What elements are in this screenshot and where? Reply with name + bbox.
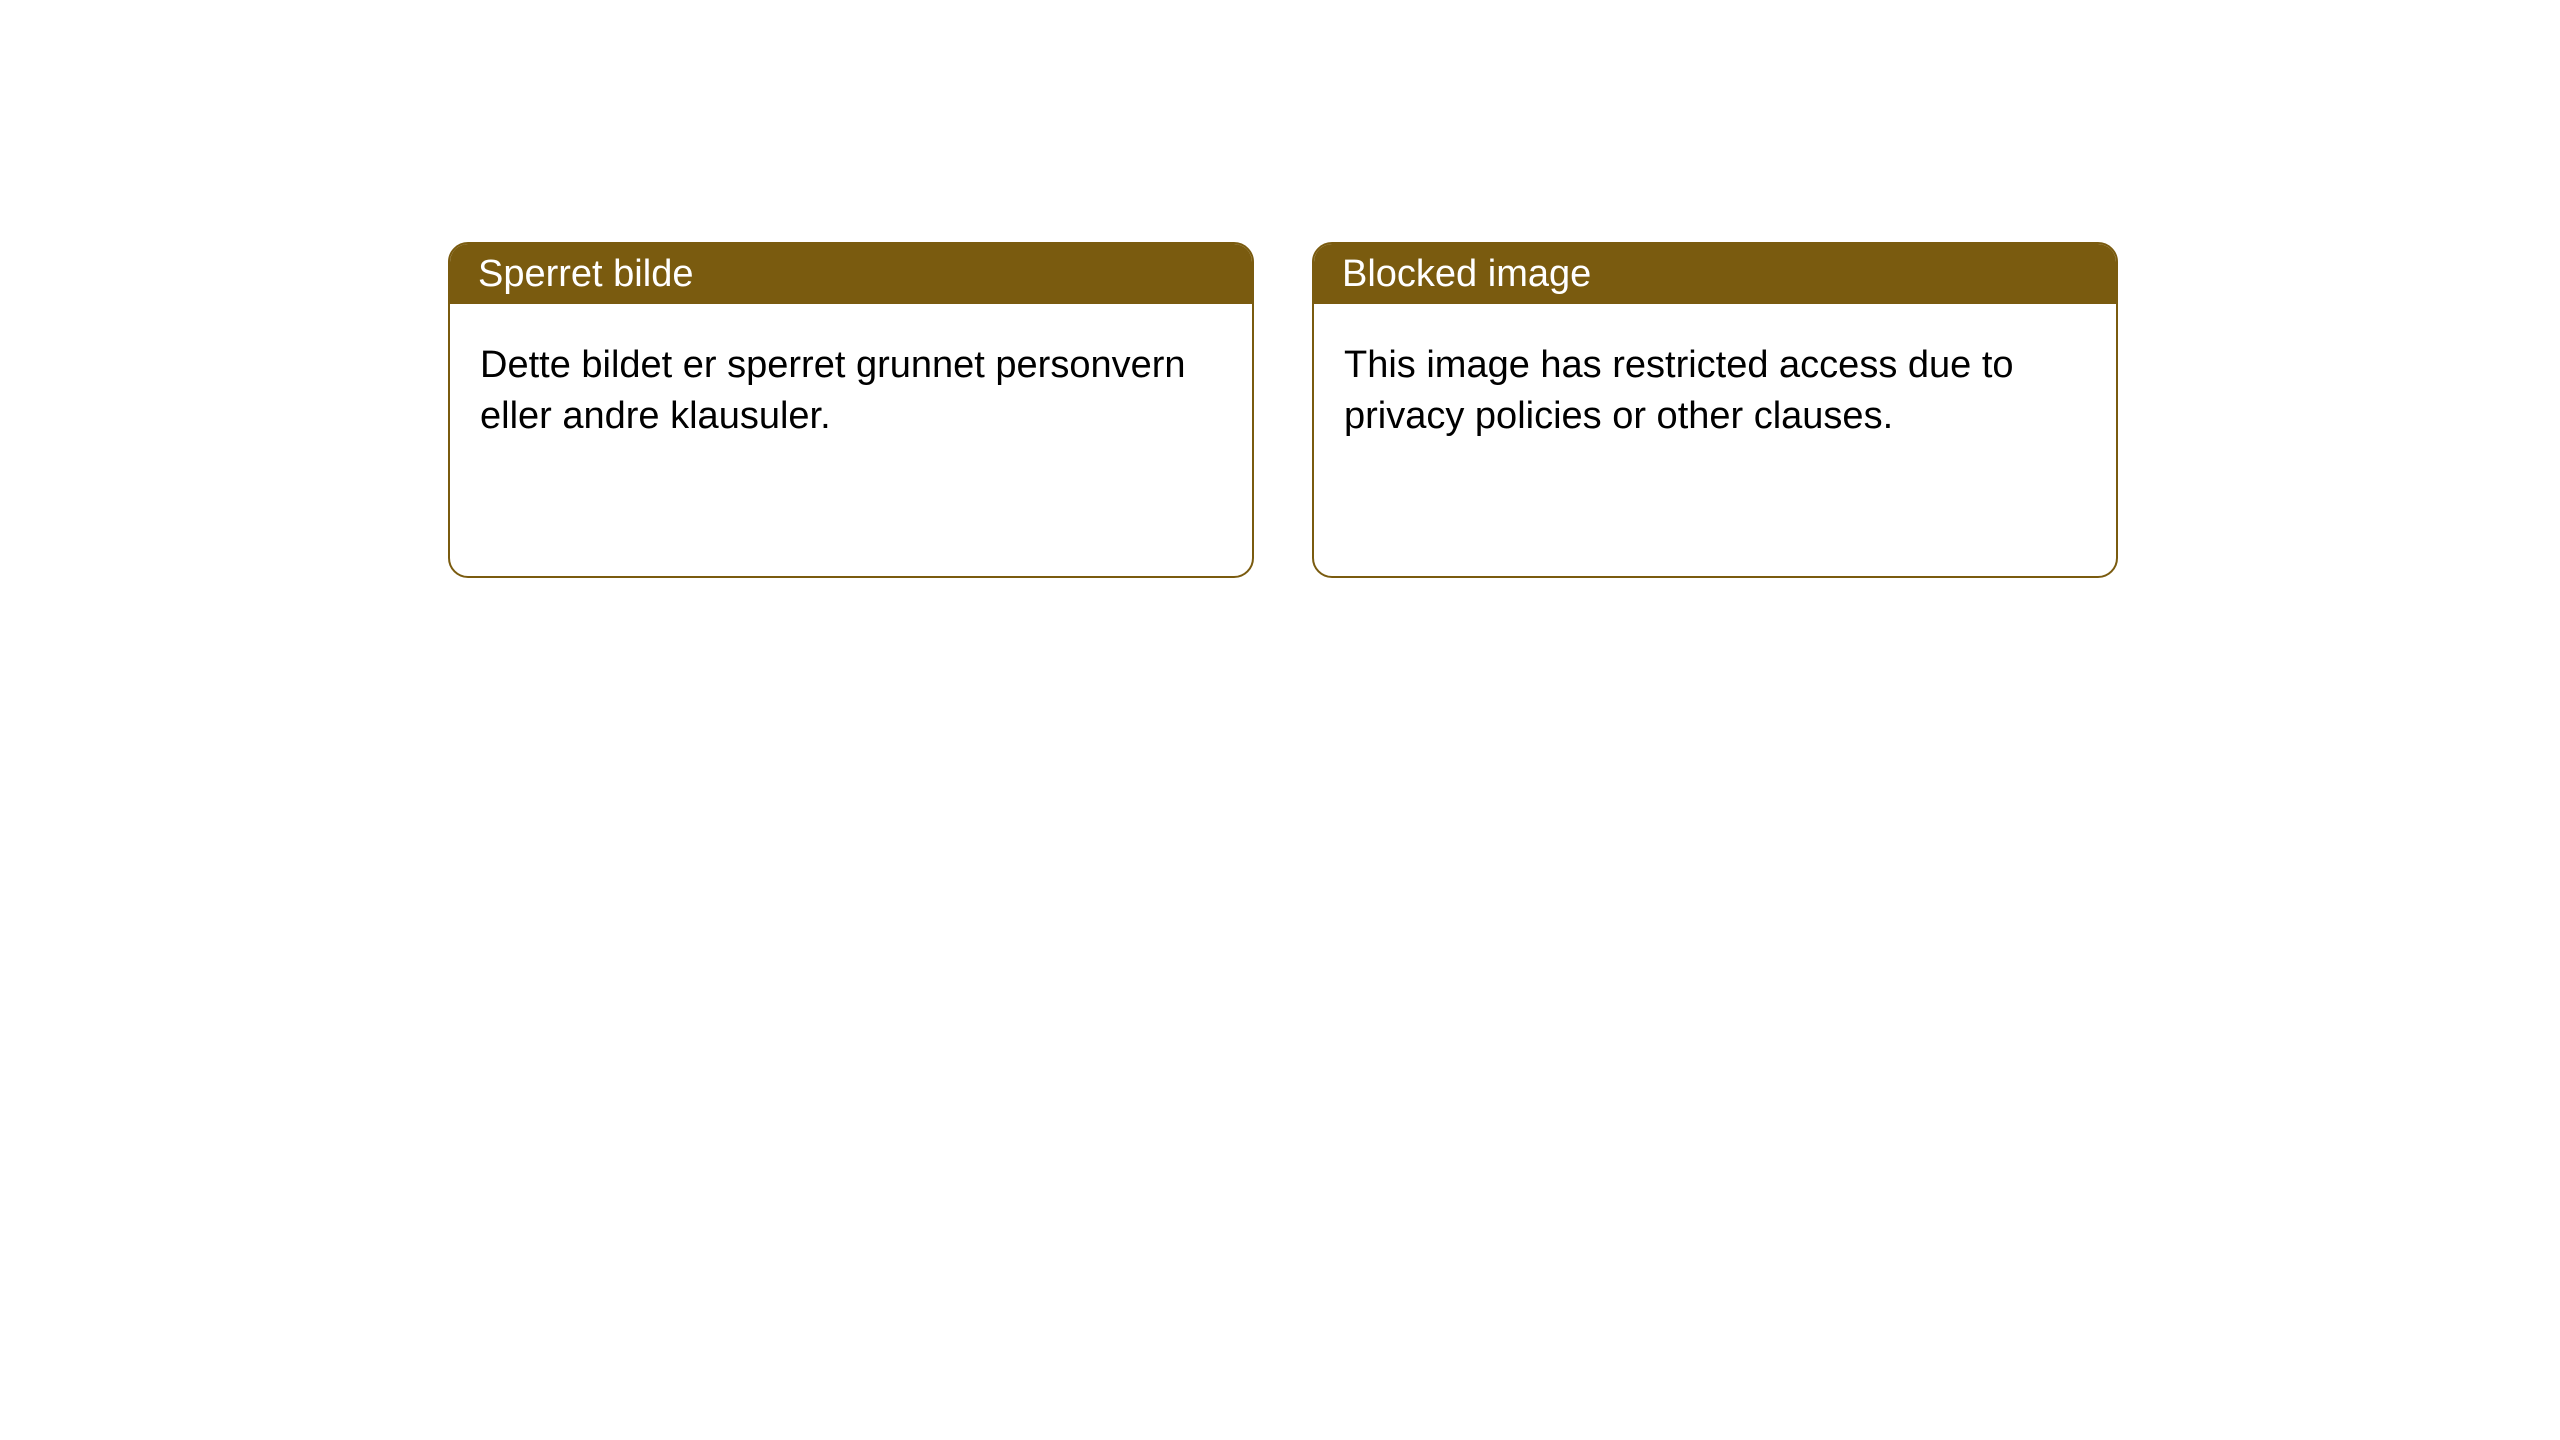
notice-body: This image has restricted access due to … bbox=[1314, 304, 2116, 479]
notice-header: Sperret bilde bbox=[450, 244, 1252, 304]
notice-card-norwegian: Sperret bilde Dette bildet er sperret gr… bbox=[448, 242, 1254, 578]
notice-container: Sperret bilde Dette bildet er sperret gr… bbox=[0, 0, 2560, 578]
notice-title: Blocked image bbox=[1342, 253, 1591, 296]
notice-card-english: Blocked image This image has restricted … bbox=[1312, 242, 2118, 578]
notice-body-text: Dette bildet er sperret grunnet personve… bbox=[480, 344, 1186, 437]
notice-body-text: This image has restricted access due to … bbox=[1344, 344, 2014, 437]
notice-header: Blocked image bbox=[1314, 244, 2116, 304]
notice-body: Dette bildet er sperret grunnet personve… bbox=[450, 304, 1252, 479]
notice-title: Sperret bilde bbox=[478, 253, 693, 296]
